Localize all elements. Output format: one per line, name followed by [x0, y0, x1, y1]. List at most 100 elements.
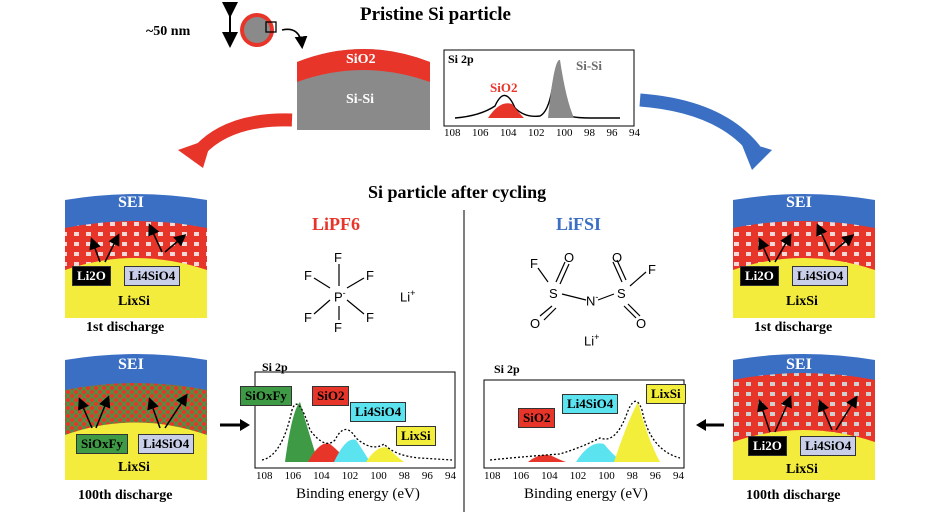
lipf6-bonds — [313, 264, 365, 320]
li2o-label: Li2O — [740, 266, 779, 286]
small-particle — [240, 13, 308, 50]
sei-label: SEI — [118, 356, 144, 373]
peak-li4sio4: Li4SiO4 — [562, 394, 619, 414]
atom-f: F — [304, 268, 312, 283]
core-label: LixSi — [786, 462, 818, 477]
tick: 100 — [598, 470, 615, 482]
zoomed-particle — [297, 49, 430, 130]
atom-f: F — [366, 310, 374, 325]
red-arrow — [178, 113, 293, 168]
sei-label: SEI — [786, 356, 812, 373]
atom-o: O — [530, 316, 541, 331]
li-label: Li — [400, 289, 411, 305]
tick: 96 — [606, 127, 618, 139]
arrow-to-left-spectrum — [220, 419, 250, 431]
charge: - — [595, 292, 599, 302]
tick: 94 — [444, 470, 456, 482]
top-sio2-label: SiO2 — [490, 80, 518, 95]
peak-lixsi: LixSi — [646, 384, 686, 404]
pristine-title: Pristine Si particle — [360, 4, 511, 25]
size-label: ~50 nm — [146, 24, 191, 39]
atom-f: F — [530, 256, 538, 271]
atom-s: S — [549, 286, 558, 301]
tick: 102 — [569, 470, 587, 482]
atom-f: F — [334, 250, 342, 265]
lipf6-title: LiPF6 — [312, 214, 360, 234]
li4sio4-label: Li4SiO4 — [800, 436, 857, 456]
atom-o: O — [612, 250, 623, 265]
atom-p-label: P — [334, 289, 343, 305]
peak-lixsi: LixSi — [396, 426, 436, 446]
atom-p: P- — [334, 288, 346, 304]
li4sio4-label: Li4SiO4 — [124, 266, 181, 286]
li4sio4-label: Li4SiO4 — [792, 266, 849, 286]
tick: 108 — [444, 127, 461, 139]
atom-f: F — [366, 268, 374, 283]
shell-label: SiO2 — [346, 52, 376, 67]
tick: 104 — [541, 470, 558, 482]
charge: + — [594, 332, 600, 342]
tick: 96 — [421, 470, 433, 482]
tick: 98 — [584, 127, 595, 139]
caption: 100th discharge — [78, 488, 173, 503]
li4sio4-label: Li4SiO4 — [138, 434, 195, 454]
right-spectrum-title: Si 2p — [494, 362, 520, 376]
charge: + — [410, 288, 416, 298]
li2o-label: Li2O — [72, 266, 111, 286]
peak-sio2: SiO2 — [312, 386, 350, 406]
caption: 100th discharge — [746, 488, 841, 503]
tick: 108 — [256, 470, 273, 482]
li-label: Li — [584, 333, 595, 349]
tick: 102 — [341, 470, 359, 482]
core-label: Si-Si — [346, 92, 375, 107]
caption: 1st discharge — [86, 320, 165, 335]
tick: 106 — [472, 127, 489, 139]
left-xlabel: Binding energy (eV) — [296, 486, 420, 502]
blue-arrow — [639, 93, 772, 170]
sei-label: SEI — [118, 194, 144, 211]
atom-f: F — [334, 320, 342, 335]
left-spectrum-ticks: 108 106 104 102 100 98 96 94 — [256, 470, 456, 482]
lifsi-bonds — [537, 259, 647, 321]
peak-li4sio4: Li4SiO4 — [350, 402, 407, 422]
core-label: LixSi — [118, 294, 150, 309]
left-spectrum-title: Si 2p — [262, 360, 288, 374]
top-spectrum — [443, 49, 635, 127]
charge: - — [342, 288, 346, 298]
core-label: LixSi — [786, 294, 818, 309]
li2o-label: Li2O — [748, 436, 787, 456]
siofy-label: SiOxFy — [76, 434, 128, 454]
tick: 104 — [313, 470, 330, 482]
atom-f: F — [304, 310, 312, 325]
tick: 106 — [512, 470, 530, 482]
atom-s: S — [617, 286, 626, 301]
tick: 94 — [672, 470, 684, 482]
tick: 100 — [556, 127, 573, 139]
tick: 98 — [626, 470, 638, 482]
atom-o: O — [636, 316, 647, 331]
peak-siofy: SiOxFy — [240, 386, 292, 406]
li-ion: Li+ — [584, 332, 599, 348]
top-spectrum-title: Si 2p — [448, 52, 474, 66]
atom-n-label: N — [586, 293, 596, 309]
cycling-title: Si particle after cycling — [368, 182, 547, 202]
tick: 100 — [370, 470, 387, 482]
li-ion: Li+ — [400, 288, 415, 304]
core-label: LixSi — [118, 460, 150, 475]
right-spectrum-ticks: 108 106 104 102 100 98 96 94 — [484, 470, 684, 482]
caption: 1st discharge — [754, 320, 833, 335]
tick: 98 — [398, 470, 410, 482]
atom-f: F — [648, 262, 656, 277]
peak-sio2: SiO2 — [518, 408, 556, 428]
tick: 104 — [500, 127, 517, 139]
species-arrows — [78, 223, 858, 433]
top-spectrum-ticks: 108 106 104 102 100 98 96 94 — [444, 127, 640, 139]
tick: 106 — [284, 470, 302, 482]
atom-o: O — [564, 250, 575, 265]
right-xlabel: Binding energy (eV) — [524, 486, 648, 502]
top-sisi-label: Si-Si — [576, 58, 603, 73]
tick: 108 — [484, 470, 501, 482]
lifsi-title: LiFSI — [556, 214, 602, 234]
tick: 96 — [649, 470, 661, 482]
atom-n: N- — [586, 292, 598, 308]
